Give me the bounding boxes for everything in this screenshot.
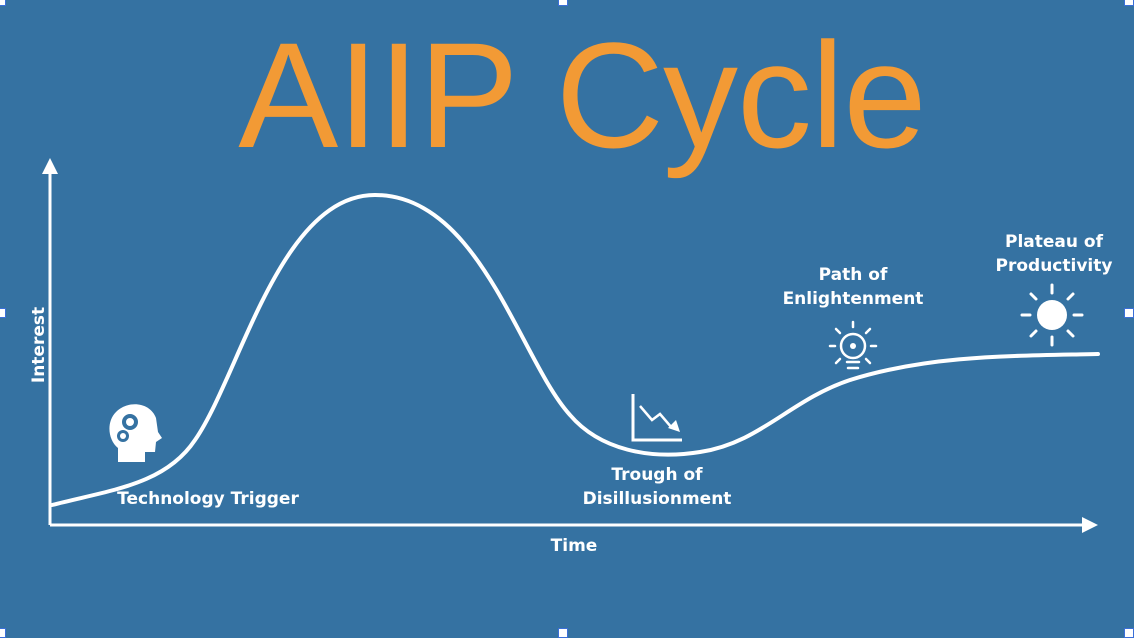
selection-handle-bottom-right[interactable] [1124,628,1134,638]
label-technology-trigger: Technology Trigger [117,489,299,509]
y-axis-arrow [42,158,58,174]
selection-handle-top-center[interactable] [558,0,568,6]
selection-handle-top-left[interactable] [0,0,6,6]
head-gears-icon [109,404,162,462]
selection-handle-bottom-center[interactable] [558,628,568,638]
selection-handle-top-right[interactable] [1124,0,1134,6]
label-trough-of-disillusionment: Trough of Disillusionment [582,465,732,509]
label-path-of-enlightenment: Path of Enlightenment [782,265,924,309]
y-axis-label: Interest [29,306,49,384]
selection-handle-middle-right[interactable] [1124,308,1134,318]
slide-title: AIIP Cycle [238,11,927,179]
selection-handle-middle-left[interactable] [0,308,6,318]
selection-handle-bottom-left[interactable] [0,628,6,638]
x-axis-label: Time [550,536,598,556]
x-axis-arrow [1082,517,1098,533]
hype-curve [50,192,1100,507]
label-plateau-of-productivity: Plateau of Productivity [995,232,1113,276]
sun-icon [1020,283,1084,347]
lightbulb-icon [828,320,878,370]
declining-chart-icon [631,394,682,442]
